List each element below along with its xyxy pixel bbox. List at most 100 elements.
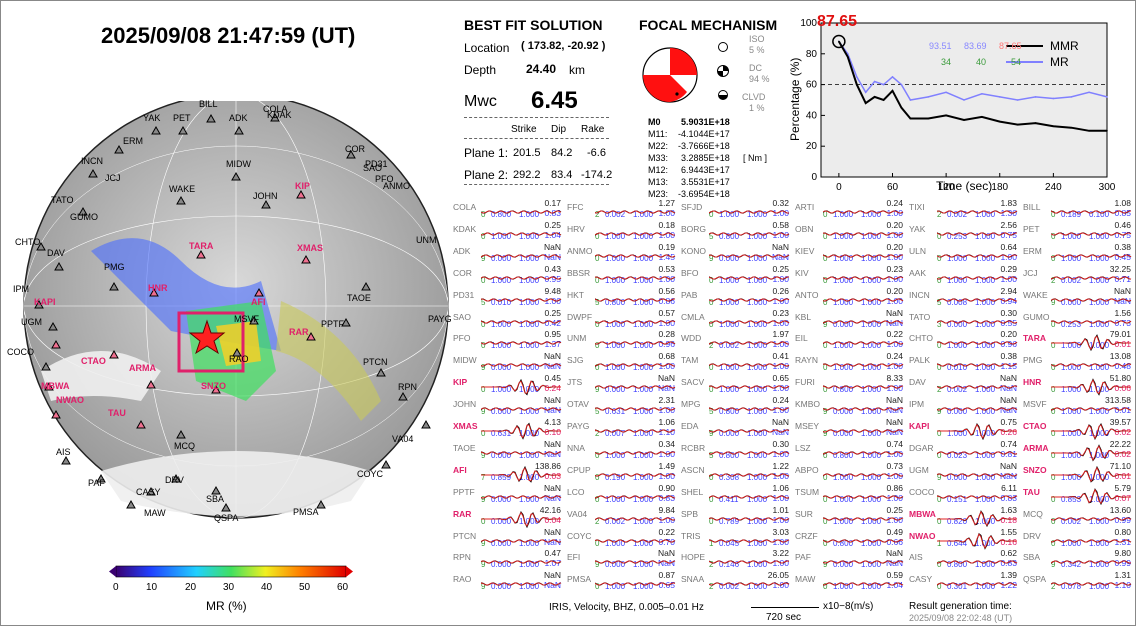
moment-key-5: M13: (648, 177, 669, 187)
waveform-n3: 1.000 (519, 341, 540, 351)
waveform-n2: 0.800 (719, 407, 740, 417)
waveform-n2: 0.000 (947, 319, 968, 329)
waveform-station: OTAV (567, 399, 589, 410)
waveform-n3: 1.000 (975, 297, 996, 307)
map-label-maw: MAW (144, 508, 166, 518)
synthetic-trace (937, 232, 1017, 236)
waveform-amp: 0.86 (886, 482, 903, 493)
waveform-cell: PET 0.46 0.75 0 1.000 1.000 (1021, 220, 1135, 245)
waveform-ratio: 0.96 (1000, 339, 1017, 350)
waveform-n2: 0.000 (947, 407, 968, 417)
synthetic-trace (481, 538, 562, 543)
waveform-trace (709, 473, 790, 477)
station-marker-maw (126, 499, 136, 509)
data-point (838, 40, 840, 43)
waveform-n2: 1.000 (491, 319, 512, 329)
synthetic-trace (595, 407, 676, 411)
waveform-ratio: 0.24 (544, 383, 561, 394)
waveform-trace (595, 560, 676, 565)
waveform-n1: 0 (823, 516, 828, 526)
station-marker-cor (346, 149, 356, 159)
waveform-n2: 1.000 (833, 297, 854, 307)
waveform-station: MSVF (1023, 399, 1047, 410)
waveform-cell: CPUP 1.49 1.00 0 0.190 1.000 (565, 461, 679, 486)
waveform-station: CMLA (681, 311, 705, 322)
waveform-amp: 0.75 (1000, 417, 1017, 427)
waveform-n1: 0 (481, 319, 486, 329)
waveform-cell: DGAR 0.74 0.81 0 0.023 1.000 (907, 438, 1021, 464)
waveform-n3: 1.000 (975, 319, 996, 329)
waveform-trace (823, 297, 904, 302)
beachball-icon (642, 47, 698, 103)
waveform-cell: IPM NaN NaN 9 0.000 1.000 (907, 395, 1021, 420)
synthetic-trace (709, 319, 790, 324)
synthetic-trace (1051, 379, 1131, 395)
waveform-amp: 0.22 (658, 526, 675, 537)
synthetic-trace (595, 254, 676, 258)
station-marker-arma (146, 379, 156, 389)
waveform-amp: 13.08 (1109, 351, 1131, 362)
waveform-amp: 0.74 (1000, 438, 1017, 449)
waveform-amp: 0.20 (1000, 329, 1017, 340)
waveform-n1: 0 (1051, 450, 1056, 460)
waveform-amp: 13.60 (1109, 504, 1131, 515)
waveform-trace (709, 254, 790, 258)
waveform-n2: 0.000 (491, 450, 512, 460)
waveform-n3: 1.000 (861, 516, 882, 526)
waveform-ratio: 1.00 (886, 448, 903, 459)
data-point (900, 83, 903, 86)
waveform-n3: 1.000 (747, 210, 768, 219)
waveform-n1: 9 (937, 407, 942, 417)
y-tick-label: 100 (800, 18, 817, 29)
waveform-n2: 0.000 (491, 407, 512, 417)
map-label-unm: UNM (416, 235, 437, 245)
waveform-ratio: NaN (543, 536, 561, 547)
waveform-n1: 2 (937, 210, 942, 219)
waveform-station: AFI (453, 464, 467, 475)
col-header-strike: Strike (511, 124, 537, 135)
waveform-ratio: 1.04 (886, 580, 903, 591)
waveform-trace (937, 582, 1018, 587)
synthetic-trace (595, 560, 676, 564)
synthetic-trace (709, 298, 790, 302)
waveform-n3: 1.000 (1089, 253, 1110, 263)
waveform-station: SHEL (681, 486, 704, 497)
waveform-amp: NaN (543, 351, 561, 362)
map-label-afi: AFI (251, 297, 266, 307)
waveform-n1: 0 (595, 319, 600, 329)
waveform-station: KDAK (453, 223, 477, 234)
plane1-label: Plane 1: (464, 146, 509, 160)
waveform-cell: SFJD 0.32 1.00 0 1.000 1.000 (679, 198, 793, 223)
waveform-amp: 1.27 (658, 198, 675, 208)
synthetic-trace (823, 538, 904, 543)
waveform-n2: 1.000 (833, 231, 854, 241)
synthetic-trace (823, 232, 904, 236)
waveform-cell: SNAA 26.05 1.00 2 0.002 1.000 (679, 570, 793, 595)
waveform-trace (937, 385, 1018, 389)
waveform-trace (823, 232, 904, 236)
waveform-n2: 1.000 (605, 582, 626, 592)
y-tick-label: 60 (806, 80, 818, 91)
waveform-amp: NaN (885, 417, 903, 427)
waveform-trace (937, 297, 1018, 302)
waveform-trace (937, 407, 1018, 411)
waveform-n2: 0.151 (947, 494, 968, 504)
waveform-trace (709, 407, 790, 411)
waveform-ratio: 0.26 (1000, 427, 1017, 437)
waveform-n1: 0 (937, 363, 942, 373)
waveform-ratio: 1.10 (1114, 580, 1131, 591)
waveform-n2: 1.000 (491, 275, 512, 285)
station-marker-hnr (149, 287, 159, 297)
waveform-station: MIDW (453, 355, 477, 366)
waveform-station: KBL (795, 311, 812, 322)
station-marker-kapi (51, 339, 61, 349)
waveform-n2: 0.190 (605, 472, 626, 482)
waveform-station: JOHN (453, 399, 477, 410)
waveform-station: PD31 (453, 289, 475, 300)
waveform-ratio: 1.00 (544, 295, 561, 306)
waveform-cell: AFI 138.86 0.03 7 0.859 1.000 (451, 461, 565, 486)
waveform-n2: 1.000 (605, 450, 626, 460)
mechanism-mini-icons (717, 42, 729, 100)
waveform-n1: 5 (709, 231, 714, 241)
waveform-cell: SNZO 71.10 0.01 0 1.000 1.000 (1021, 461, 1135, 486)
